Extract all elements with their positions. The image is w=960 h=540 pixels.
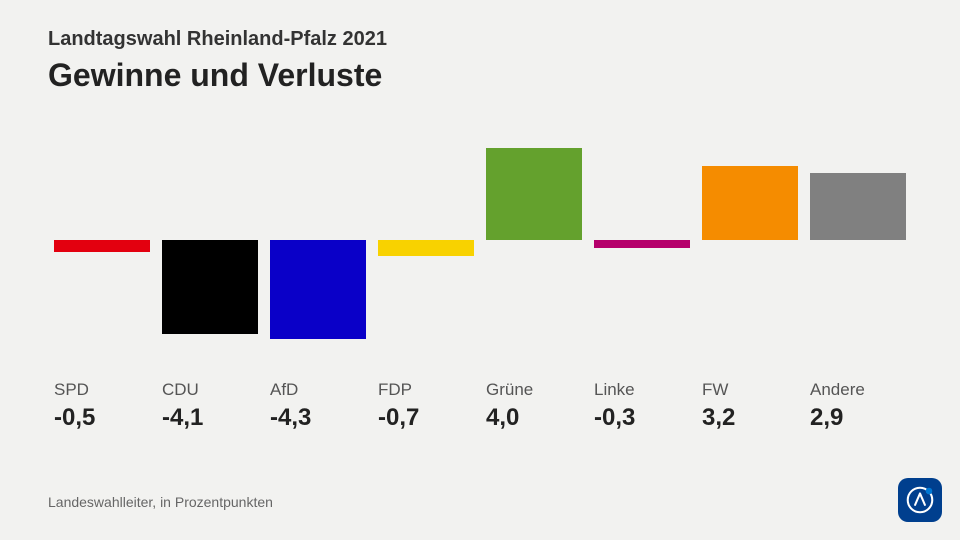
label-slot: SPD -0,5 <box>48 380 156 432</box>
label-slot: FDP -0,7 <box>372 380 480 432</box>
party-value: -4,1 <box>162 404 258 432</box>
party-name: SPD <box>54 380 150 400</box>
party-value: -0,7 <box>378 404 474 432</box>
bar-fdp <box>378 240 474 256</box>
label-slot: Andere 2,9 <box>804 380 912 432</box>
chart-header: Landtagswahl Rheinland-Pfalz 2021 Gewinn… <box>0 0 960 94</box>
chart-title: Gewinne und Verluste <box>48 57 960 94</box>
bar-slot <box>588 140 696 360</box>
chart-footer: Landeswahlleiter, in Prozentpunkten <box>48 494 273 510</box>
party-name: AfD <box>270 380 366 400</box>
party-value: 3,2 <box>702 404 798 432</box>
labels-container: SPD-0,5CDU-4,1AfD-4,3FDP-0,7Grüne4,0Link… <box>48 380 912 432</box>
chart-area <box>48 140 912 360</box>
bar-andere <box>810 173 906 240</box>
party-value: -0,5 <box>54 404 150 432</box>
bar-slot <box>696 140 804 360</box>
bar-slot <box>48 140 156 360</box>
label-slot: Grüne 4,0 <box>480 380 588 432</box>
party-name: Grüne <box>486 380 582 400</box>
party-name: Linke <box>594 380 690 400</box>
broadcaster-logo <box>898 478 942 522</box>
bar-grüne <box>486 148 582 240</box>
bar-cdu <box>162 240 258 334</box>
bar-slot <box>372 140 480 360</box>
label-slot: FW 3,2 <box>696 380 804 432</box>
party-value: -4,3 <box>270 404 366 432</box>
label-slot: AfD -4,3 <box>264 380 372 432</box>
party-name: Andere <box>810 380 906 400</box>
bar-slot <box>804 140 912 360</box>
bar-linke <box>594 240 690 248</box>
bar-fw <box>702 166 798 240</box>
bar-spd <box>54 240 150 252</box>
party-value: -0,3 <box>594 404 690 432</box>
party-name: FW <box>702 380 798 400</box>
chart-subtitle: Landtagswahl Rheinland-Pfalz 2021 <box>48 28 960 51</box>
party-name: FDP <box>378 380 474 400</box>
bar-slot <box>480 140 588 360</box>
label-slot: CDU -4,1 <box>156 380 264 432</box>
bar-slot <box>264 140 372 360</box>
ard-logo-icon <box>902 482 938 518</box>
party-name: CDU <box>162 380 258 400</box>
bar-slot <box>156 140 264 360</box>
label-slot: Linke -0,3 <box>588 380 696 432</box>
bars-container <box>48 140 912 360</box>
party-value: 2,9 <box>810 404 906 432</box>
bar-afd <box>270 240 366 339</box>
party-value: 4,0 <box>486 404 582 432</box>
